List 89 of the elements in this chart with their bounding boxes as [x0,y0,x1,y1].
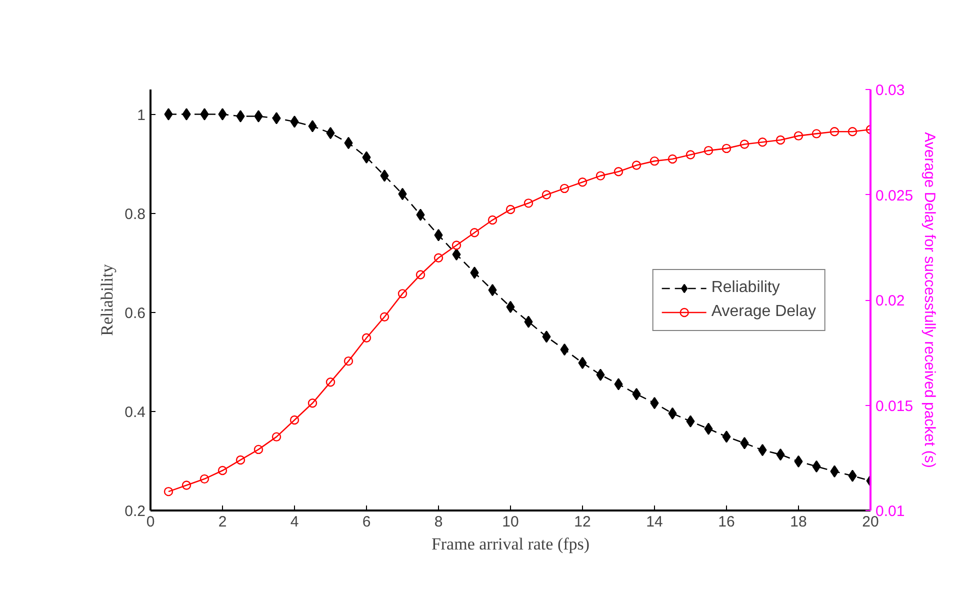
point [614,167,624,176]
legend-label: Reliability [711,278,780,296]
point [434,229,443,242]
point [830,465,839,478]
point [182,480,192,490]
y-axis-title: Reliability [98,264,117,336]
point [560,184,570,194]
x-tick-label: 8 [434,514,443,530]
point [416,208,425,221]
point [776,135,786,145]
x-tick-label: 18 [790,514,807,530]
point [200,108,209,120]
y2-tick-label: 0.02 [876,292,905,310]
point [632,388,641,400]
point [758,138,768,147]
x-tick-label: 2 [218,514,227,530]
point [452,240,462,250]
point [236,455,246,465]
x-axis-title: Frame arrival rate (fps) [431,534,590,554]
point [164,486,174,496]
point [380,312,390,322]
point [254,444,264,454]
point [740,437,749,450]
point [668,154,678,164]
point [218,108,227,120]
x-tick-label: 10 [502,514,519,530]
y-tick-label: 1 [137,106,146,124]
point [218,466,228,476]
x-tick-label: 12 [574,514,591,530]
point [650,156,660,166]
point [470,266,479,279]
point [596,171,606,180]
point [596,368,605,381]
point [704,422,713,435]
point [182,108,191,120]
point [848,127,858,136]
point [848,470,857,482]
point [308,120,317,132]
point [254,110,263,122]
point [488,215,498,225]
point [578,356,587,369]
point [830,127,840,136]
point [812,129,822,138]
x-tick-label: 14 [646,514,663,530]
point [416,270,426,280]
point [704,146,714,156]
y2-tick-label: 0.015 [876,398,914,415]
y-tick-label: 0.8 [124,206,146,223]
point [632,160,642,170]
y-tick-label: 0.6 [124,304,146,322]
point [470,228,480,238]
point [722,144,732,154]
x-tick-label: 0 [146,514,155,530]
point [398,289,408,298]
point [362,333,372,342]
y2-tick-label: 0.03 [876,82,905,99]
point [542,330,551,343]
point [686,150,696,160]
point [290,116,299,128]
point [722,430,731,443]
point [308,398,318,408]
point [362,151,371,164]
y2-tick-label: 0.025 [876,187,914,204]
point [326,378,336,387]
point [686,415,695,428]
y-tick-label: 0.4 [124,404,146,421]
legend-label: Average Delay [711,302,816,320]
x-tick-label: 4 [290,514,299,530]
point [344,356,354,366]
point [272,432,282,442]
point [290,415,300,425]
point [542,190,552,200]
point [200,474,210,484]
point [524,198,534,208]
y-tick-label: 0.2 [124,503,146,520]
point [524,316,533,328]
x-tick-label: 6 [362,514,371,530]
point [794,131,804,140]
point [272,112,281,124]
y2-axis-title: Average Delay for successfully received packet (s) [921,132,938,468]
point [236,110,245,122]
point [164,108,173,120]
x-tick-label: 16 [718,514,735,530]
point [380,170,389,182]
point [614,378,623,390]
point [740,140,750,149]
point [434,253,444,262]
point [506,204,516,214]
point [578,178,588,187]
